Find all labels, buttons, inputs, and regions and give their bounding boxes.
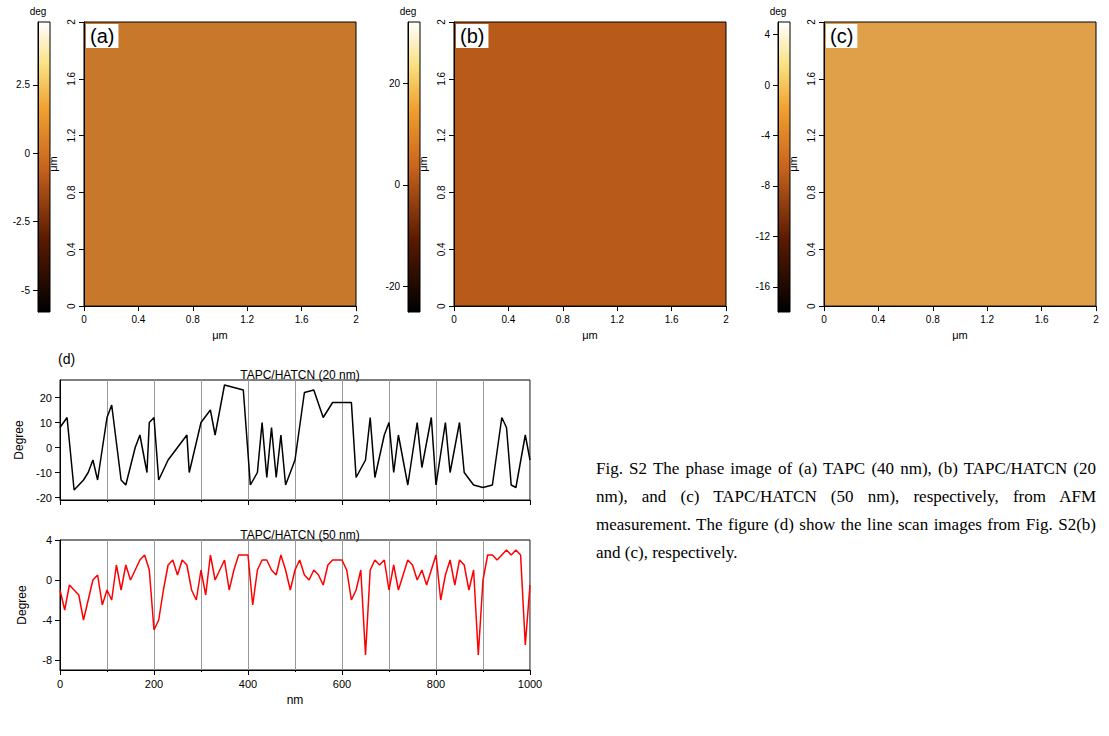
svg-text:Degree: Degree <box>12 420 26 460</box>
svg-text:0: 0 <box>46 442 52 454</box>
svg-text:nm: nm <box>287 693 304 707</box>
svg-text:(a): (a) <box>90 25 114 47</box>
svg-text:-4: -4 <box>761 130 770 141</box>
svg-text:1.6: 1.6 <box>1035 314 1049 325</box>
svg-text:(c): (c) <box>830 25 853 47</box>
svg-text:μm: μm <box>212 329 228 341</box>
svg-text:0.8: 0.8 <box>66 185 77 199</box>
svg-text:1.6: 1.6 <box>295 314 309 325</box>
svg-text:-20: -20 <box>36 492 52 504</box>
svg-text:0: 0 <box>436 303 447 309</box>
svg-text:-10: -10 <box>36 467 52 479</box>
svg-text:0.4: 0.4 <box>806 242 817 256</box>
svg-text:deg: deg <box>30 6 47 17</box>
svg-text:μm: μm <box>47 156 59 172</box>
svg-text:deg: deg <box>400 6 417 17</box>
svg-text:1.2: 1.2 <box>980 314 994 325</box>
svg-text:20: 20 <box>389 78 401 89</box>
svg-text:Degree: Degree <box>15 585 29 625</box>
svg-text:200: 200 <box>145 678 163 690</box>
svg-text:0: 0 <box>46 574 52 586</box>
svg-text:-8: -8 <box>761 180 770 191</box>
svg-text:2: 2 <box>806 19 817 25</box>
svg-text:1.2: 1.2 <box>66 128 77 142</box>
svg-text:1.6: 1.6 <box>806 71 817 85</box>
svg-text:0: 0 <box>806 303 817 309</box>
svg-text:1.2: 1.2 <box>436 128 447 142</box>
svg-text:-4: -4 <box>42 614 52 626</box>
svg-text:1000: 1000 <box>518 678 542 690</box>
svg-text:20: 20 <box>40 392 52 404</box>
svg-text:(d): (d) <box>58 351 75 367</box>
svg-text:0: 0 <box>81 314 87 325</box>
svg-text:μm: μm <box>952 329 968 341</box>
svg-text:-2.5: -2.5 <box>13 216 31 227</box>
svg-text:-12: -12 <box>756 231 771 242</box>
html-text:Fig. S2 The phase image of (a): Fig. S2 The phase image of (a) TAPC (40 … <box>596 459 1096 563</box>
svg-text:0.8: 0.8 <box>926 314 940 325</box>
svg-text:2: 2 <box>66 19 77 25</box>
svg-text:0: 0 <box>821 314 827 325</box>
svg-text:-16: -16 <box>756 281 771 292</box>
svg-text:0.8: 0.8 <box>186 314 200 325</box>
svg-text:0.8: 0.8 <box>436 185 447 199</box>
svg-text:TAPC/HATCN (20 nm): TAPC/HATCN (20 nm) <box>240 368 360 382</box>
svg-text:0.8: 0.8 <box>556 314 570 325</box>
svg-text:600: 600 <box>333 678 351 690</box>
svg-text:800: 800 <box>427 678 445 690</box>
svg-text:μm: μm <box>787 156 799 172</box>
svg-text:1.6: 1.6 <box>436 71 447 85</box>
svg-text:2.5: 2.5 <box>16 79 30 90</box>
svg-text:1.6: 1.6 <box>66 71 77 85</box>
svg-text:μm: μm <box>417 156 429 172</box>
svg-text:0.8: 0.8 <box>806 185 817 199</box>
svg-text:1.2: 1.2 <box>806 128 817 142</box>
svg-text:0.4: 0.4 <box>501 314 515 325</box>
svg-text:0.4: 0.4 <box>436 242 447 256</box>
svg-text:0.4: 0.4 <box>131 314 145 325</box>
svg-text:(b): (b) <box>460 25 484 47</box>
svg-text:0.4: 0.4 <box>871 314 885 325</box>
svg-text:0.4: 0.4 <box>66 242 77 256</box>
svg-text:0: 0 <box>57 678 63 690</box>
svg-text:0: 0 <box>451 314 457 325</box>
svg-text:0: 0 <box>764 80 770 91</box>
svg-text:2: 2 <box>436 19 447 25</box>
svg-text:2: 2 <box>723 314 729 325</box>
svg-text:0: 0 <box>66 303 77 309</box>
svg-text:1.2: 1.2 <box>240 314 254 325</box>
svg-text:-8: -8 <box>42 654 52 666</box>
svg-text:1.6: 1.6 <box>665 314 679 325</box>
svg-text:0: 0 <box>24 148 30 159</box>
svg-text:-20: -20 <box>386 281 401 292</box>
svg-text:4: 4 <box>46 534 52 546</box>
svg-text:1.2: 1.2 <box>610 314 624 325</box>
svg-text:4: 4 <box>764 29 770 40</box>
svg-text:0: 0 <box>394 179 400 190</box>
svg-text:10: 10 <box>40 417 52 429</box>
svg-text:deg: deg <box>770 6 787 17</box>
svg-text:400: 400 <box>239 678 257 690</box>
svg-text:TAPC/HATCN (50 nm): TAPC/HATCN (50 nm) <box>240 528 360 542</box>
svg-text:-5: -5 <box>21 285 30 296</box>
svg-text:μm: μm <box>582 329 598 341</box>
svg-text:2: 2 <box>353 314 359 325</box>
svg-text:2: 2 <box>1093 314 1099 325</box>
